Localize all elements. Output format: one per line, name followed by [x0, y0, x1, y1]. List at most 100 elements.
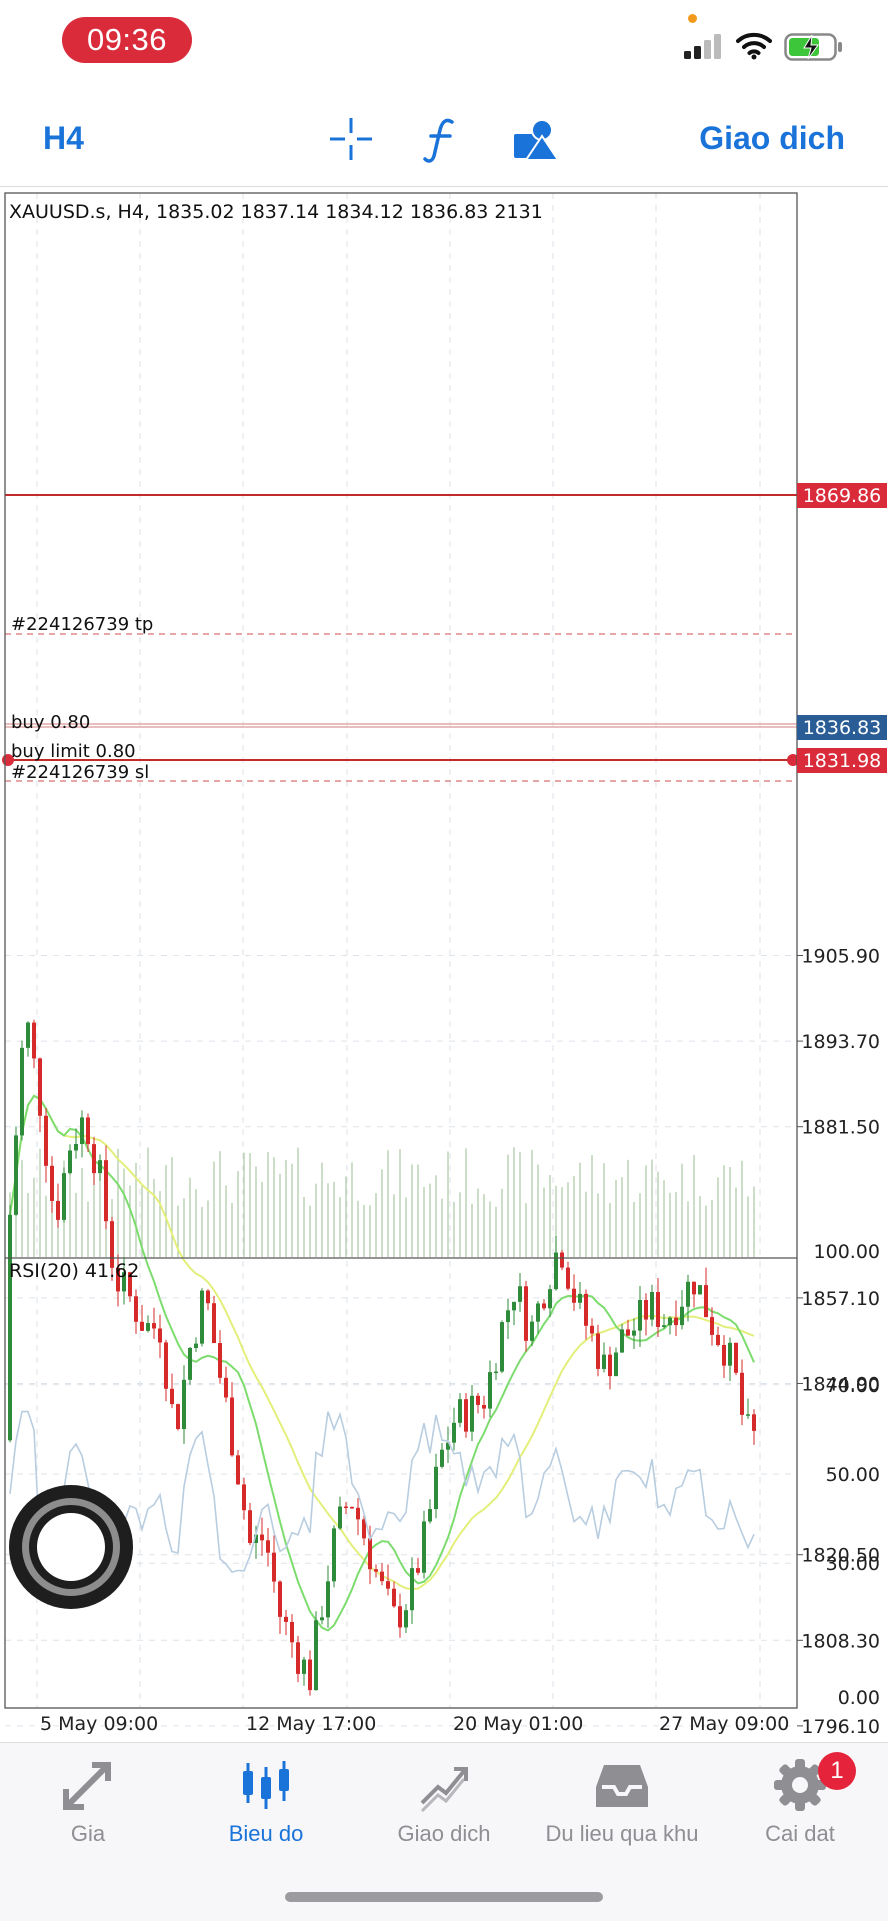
- candle-body: [212, 1303, 216, 1344]
- candle-body: [584, 1293, 588, 1326]
- sl-right-handle[interactable]: [787, 754, 799, 766]
- candle-body: [308, 1659, 312, 1691]
- candle-body: [494, 1371, 498, 1374]
- candle-body: [326, 1581, 330, 1618]
- candle-body: [530, 1321, 534, 1341]
- candle-body: [374, 1569, 378, 1572]
- history-tray-icon: [596, 1765, 648, 1807]
- candle-body: [404, 1610, 408, 1628]
- rsi-tick-label: 70.00: [826, 1375, 880, 1397]
- candle-body: [26, 1022, 30, 1048]
- quotes-arrows-icon: [63, 1762, 111, 1810]
- candle-body: [38, 1058, 42, 1116]
- candle-body: [32, 1022, 36, 1059]
- objects-icon[interactable]: [512, 116, 560, 164]
- candle-body: [524, 1286, 528, 1341]
- trade-chart-icon: [420, 1767, 468, 1813]
- signal-icon: [684, 34, 721, 59]
- candle-body: [620, 1329, 624, 1353]
- tab-chart[interactable]: Bieu do: [178, 1757, 354, 1867]
- candle-body: [452, 1422, 456, 1443]
- tab-quotes[interactable]: Gia: [0, 1757, 176, 1867]
- tab-trade[interactable]: Giao dich: [356, 1757, 532, 1867]
- candle-body: [62, 1173, 66, 1220]
- candle-body: [686, 1281, 690, 1307]
- sl-price-text: 1831.98: [803, 750, 882, 772]
- order-buy-label: buy 0.80: [11, 712, 90, 733]
- order-buy-limit-label: buy limit 0.80: [11, 741, 136, 762]
- candle-body: [206, 1290, 210, 1304]
- candle-body: [506, 1310, 510, 1323]
- candle-body: [158, 1328, 162, 1343]
- candle-body: [386, 1581, 390, 1589]
- tp-price-text: 1869.86: [803, 485, 882, 507]
- candle-body: [566, 1267, 570, 1289]
- candle-body: [260, 1534, 264, 1541]
- price-tick-label: 1893.70: [801, 1031, 880, 1053]
- crosshair-icon[interactable]: [328, 116, 374, 162]
- tab-bar: Gia Bieu do Giao dich Du lieu qua khu: [0, 1742, 888, 1921]
- candle-body: [302, 1659, 306, 1674]
- wifi-icon: [736, 32, 772, 60]
- candle-body: [680, 1306, 684, 1326]
- tab-quotes-label: Gia: [70, 1821, 106, 1846]
- candle-body: [410, 1568, 414, 1611]
- trade-button[interactable]: Giao dich: [699, 120, 845, 156]
- candle-body: [656, 1292, 660, 1327]
- battery-charging-icon: [784, 33, 842, 61]
- candle-body: [242, 1484, 246, 1511]
- candle-body: [68, 1150, 72, 1174]
- price-tick-label: 1881.50: [801, 1117, 880, 1139]
- candle-body: [446, 1442, 450, 1450]
- timeframe-button[interactable]: H4: [43, 120, 84, 156]
- candle-body: [650, 1292, 654, 1320]
- candle-body: [692, 1281, 696, 1295]
- candle-body: [554, 1252, 558, 1290]
- rsi-tick-label: 50.00: [826, 1464, 880, 1486]
- candle-body: [44, 1115, 48, 1166]
- privacy-indicator-dot: [688, 14, 697, 23]
- tp-price-marker: [797, 483, 887, 508]
- candle-body: [248, 1510, 252, 1543]
- candle-body: [716, 1334, 720, 1345]
- order-sl-label: #224126739 sl: [11, 762, 149, 783]
- candle-body: [608, 1354, 612, 1377]
- candlesticks: [8, 1019, 756, 1696]
- candle-body: [266, 1540, 270, 1553]
- tab-history[interactable]: Du lieu qua khu: [534, 1757, 710, 1867]
- candle-body: [482, 1404, 486, 1409]
- candle-body: [152, 1323, 156, 1329]
- price-tick-label: 1905.90: [801, 946, 880, 968]
- candle-body: [56, 1200, 60, 1220]
- sl-price-marker: [797, 748, 887, 773]
- function-icon[interactable]: [422, 116, 462, 164]
- candle-body: [428, 1509, 432, 1522]
- candle-body: [596, 1333, 600, 1369]
- candle-body: [416, 1568, 420, 1573]
- tab-settings[interactable]: Cai dat: [712, 1757, 888, 1867]
- date-tick-label: 20 May 01:00: [453, 1713, 583, 1735]
- candle-body: [122, 1272, 126, 1292]
- price-tick-label: 1844.90: [801, 1374, 880, 1396]
- status-bar: 09:36: [0, 0, 888, 88]
- volume-bars: [9, 1147, 755, 1257]
- rsi-panel: [9, 1410, 755, 1575]
- candle-body: [164, 1342, 168, 1389]
- candle-body: [236, 1455, 240, 1485]
- candle-body: [116, 1267, 120, 1292]
- price-tick-label: 1808.30: [801, 1630, 880, 1652]
- current-price-text: 1836.83: [803, 717, 882, 739]
- candle-body: [488, 1372, 492, 1409]
- order-tp-label: #224126739 tp: [11, 614, 153, 635]
- candle-body: [188, 1347, 192, 1380]
- candle-body: [632, 1330, 636, 1336]
- candle-body: [134, 1296, 138, 1322]
- candle-body: [182, 1379, 186, 1430]
- joystick-control[interactable]: [8, 1484, 134, 1610]
- candle-body: [752, 1414, 756, 1431]
- candle-body: [80, 1117, 84, 1145]
- price-chart[interactable]: XAUUSD.s, H4, 1835.02 1837.14 1834.12 18…: [0, 190, 888, 1740]
- candle-body: [548, 1289, 552, 1309]
- candle-body: [320, 1617, 324, 1621]
- date-tick-label: 12 May 17:00: [246, 1713, 376, 1735]
